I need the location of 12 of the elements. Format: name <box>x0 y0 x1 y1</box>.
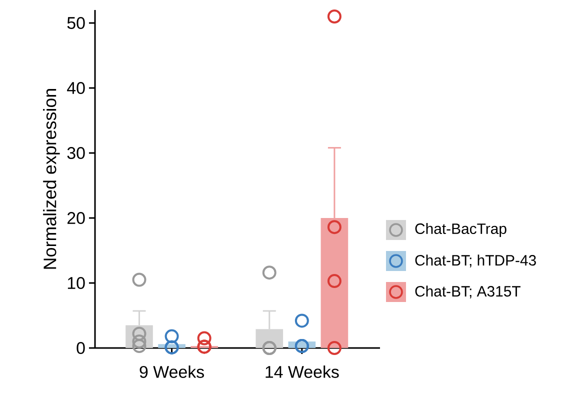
y-tick-label: 30 <box>67 147 85 159</box>
legend-label: Chat-BT; hTDP-43 <box>415 254 536 268</box>
legend-label: Chat-BT; A315T <box>415 286 520 298</box>
y-tick-label: 20 <box>68 212 85 224</box>
x-tick-label: 9 Weeks <box>140 366 204 378</box>
y-tick-label: 0 <box>76 342 85 354</box>
y-tick-label: 10 <box>68 277 85 290</box>
y-tick-label: 40 <box>67 82 85 94</box>
legend-label: Chat-BacTrap <box>415 223 506 237</box>
y-axis-title: Normalized expression <box>43 89 60 269</box>
y-tick-label: 50 <box>67 17 85 29</box>
x-tick-label: 14 Weeks <box>266 366 339 378</box>
